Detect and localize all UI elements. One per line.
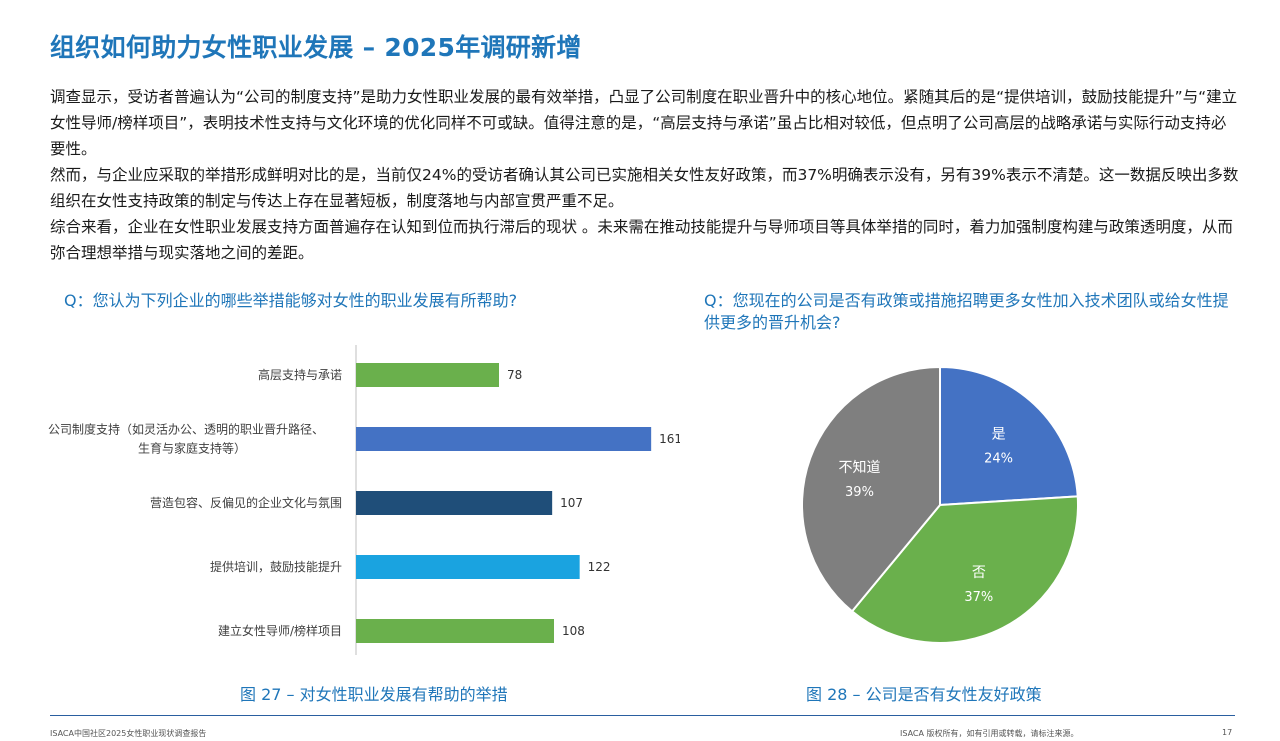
pie-slice-label-3: 不知道: [838, 459, 880, 476]
footer-copyright: ISACA 版权所有，如有引用或转载，请标注来源。: [900, 729, 1079, 738]
bar-1: [356, 363, 499, 387]
page-number: 17: [1222, 728, 1233, 737]
bar-chart: 78 高层支持与承诺 161 公司制度支持（如灵活办公、透明的职业晋升路径、生育与家庭…: [48, 345, 680, 655]
bar-category-label-1: 高层支持与承诺: [258, 367, 342, 382]
bar-2: [356, 427, 652, 451]
bar-5: [356, 619, 554, 643]
pie-slice-value-3: 39%: [845, 485, 874, 500]
pie-chart: 是 24% 否 37% 不知道 39%: [801, 365, 1079, 644]
bar-category-label-2: 生育与家庭支持等）: [138, 441, 246, 456]
bar-category-label-5: 建立女性导师/榜样项目: [218, 623, 342, 638]
footer-divider: [50, 715, 1235, 716]
footer-report-name: ISACA中国社区2025女性职业现状调查报告: [50, 729, 207, 738]
pie-slice-1: [939, 365, 1079, 507]
pie-slice-2: [850, 495, 1079, 644]
question-right: Q：您现在的公司是否有政策或措施招聘更多女性加入技术团队或给女性提供更多的晋升机…: [704, 291, 1229, 332]
paragraph-contrast: 然而，与企业应采取的举措形成鲜明对比的是，当前仅24%的受访者确认其公司已实施相…: [50, 166, 1239, 210]
bar-value-label-4: 122: [588, 560, 611, 574]
bar-4: [356, 555, 580, 579]
body-text: 调查显示，受访者普遍认为“公司的制度支持”是助力女性职业发展的最有效举措，凸显了…: [50, 84, 1240, 266]
bar-category-label-4: 提供培训，鼓励技能提升: [210, 559, 342, 574]
bar-category-label-3: 营造包容、反偏见的企业文化与氛围: [150, 495, 342, 510]
bar-value-label-1: 78: [507, 368, 522, 382]
bar-category-label-2: 公司制度支持（如灵活办公、透明的职业晋升路径、: [48, 422, 324, 437]
bar-3: [356, 491, 553, 515]
pie-slice-3: [801, 365, 941, 613]
caption-left: 图 27 – 对女性职业发展有帮助的举措: [240, 685, 508, 704]
page-title: 组织如何助力女性职业发展 – 2025年调研新增: [50, 33, 582, 62]
question-left: Q：您认为下列企业的哪些举措能够对女性的职业发展有所帮助?: [64, 291, 518, 310]
caption-right: 图 28 – 公司是否有女性友好政策: [806, 685, 1042, 704]
paragraph-summary: 调查显示，受访者普遍认为“公司的制度支持”是助力女性职业发展的最有效举措，凸显了…: [50, 88, 1238, 158]
paragraph-conclusion: 综合来看，企业在女性职业发展支持方面普遍存在认知到位而执行滞后的现状 。未来需在…: [50, 218, 1233, 262]
pie-slice-value-1: 24%: [984, 452, 1013, 467]
pie-slice-value-2: 37%: [964, 590, 993, 605]
bar-value-label-3: 107: [560, 496, 583, 510]
pie-slice-label-1: 是: [992, 427, 1006, 443]
bar-value-label-5: 108: [562, 624, 585, 638]
pie-slice-label-2: 否: [972, 565, 986, 581]
bar-value-label-2: 161: [659, 432, 680, 446]
